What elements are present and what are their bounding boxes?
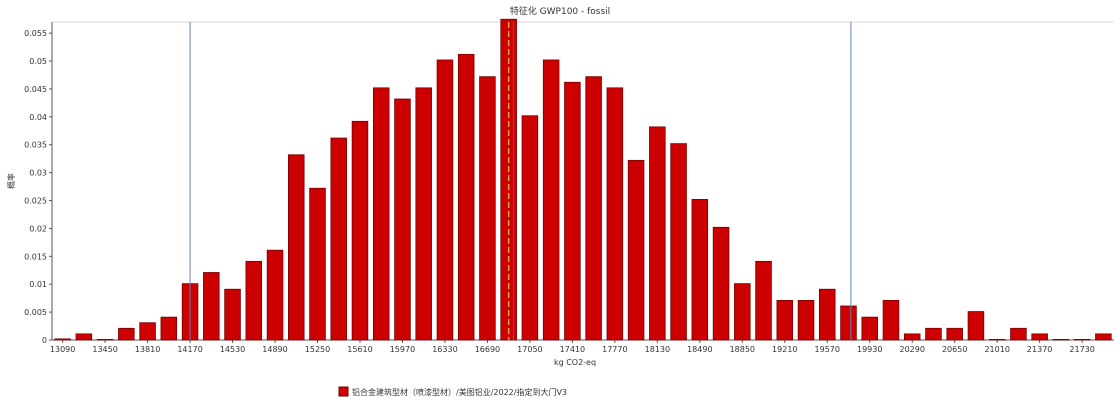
bar [755, 260, 772, 341]
x-tick-label: 17770 [602, 345, 627, 354]
x-tick-label: 15250 [305, 345, 330, 354]
x-tick-label: 21010 [984, 345, 1009, 354]
bar [394, 98, 411, 341]
bar [224, 288, 241, 341]
bar [946, 327, 963, 341]
bar [649, 126, 666, 341]
bar [54, 338, 71, 341]
bar [245, 260, 263, 341]
y-tick-label: 0.015 [24, 252, 47, 261]
y-tick-label: 0.01 [29, 280, 47, 289]
bar [840, 305, 857, 341]
bar [734, 283, 751, 341]
bar [1010, 327, 1027, 341]
bar [797, 299, 815, 341]
x-tick-label: 20290 [899, 345, 924, 354]
x-tick-label: 19570 [815, 345, 840, 354]
bar [882, 299, 900, 341]
bar [203, 272, 220, 341]
y-tick-label: 0.045 [24, 85, 47, 94]
bar [96, 338, 114, 341]
bar [819, 288, 836, 341]
bar [266, 249, 284, 341]
x-tick-label: 17410 [560, 345, 585, 354]
bar [903, 333, 921, 341]
y-tick-label: 0.03 [29, 169, 47, 178]
bar [372, 87, 390, 341]
y-tick-label: 0 [42, 336, 47, 345]
x-tick-label: 21730 [1069, 345, 1094, 354]
x-tick-label: 19210 [772, 345, 797, 354]
y-tick-label: 0.025 [24, 197, 47, 206]
y-axis-label: 概率 [6, 173, 16, 189]
bar [925, 327, 942, 341]
bar [330, 137, 347, 341]
bar [712, 226, 730, 341]
y-tick-label: 0.055 [24, 29, 47, 38]
y-tick-label: 0.05 [29, 57, 47, 66]
bar [1052, 338, 1070, 341]
x-axis-label: kg CO2-eq [554, 358, 596, 367]
bar [288, 154, 305, 341]
legend-entry: 铝合金建筑型材（喷漆型材）/美图铝业/2022/指定到大门V3 [352, 387, 567, 397]
bar [861, 316, 878, 341]
reference-lines [189, 22, 852, 340]
y-tick-label: 0.005 [24, 308, 47, 317]
x-tick-label: 21370 [1027, 345, 1052, 354]
y-tick-label: 0.02 [29, 224, 47, 233]
x-tick-label: 20650 [942, 345, 967, 354]
y-tick-label: 0.04 [29, 113, 47, 122]
bar [585, 76, 602, 341]
bar [415, 87, 432, 341]
bar [1095, 333, 1112, 341]
bar [309, 187, 326, 341]
bar [75, 333, 93, 341]
x-tick-label: 13450 [92, 345, 117, 354]
bar [691, 199, 709, 341]
legend-swatch [338, 386, 349, 397]
bar [988, 338, 1006, 341]
bar [479, 76, 496, 341]
bar [542, 59, 560, 341]
x-tick-label: 14890 [262, 345, 287, 354]
y-tick-label: 0.035 [24, 141, 47, 150]
bar [118, 327, 135, 341]
bar [351, 120, 369, 341]
bar [139, 322, 156, 341]
bar [521, 115, 539, 341]
bar [564, 81, 581, 341]
x-tick-label: 15610 [347, 345, 372, 354]
chart-title: 特征化 GWP100 - fossil [510, 5, 610, 17]
bar [776, 299, 794, 341]
x-tick-label: 19930 [857, 345, 882, 354]
x-tick-label: 18490 [687, 345, 712, 354]
bar [1073, 338, 1091, 341]
x-tick-label: 18850 [730, 345, 755, 354]
bar [606, 87, 624, 341]
bar [967, 311, 985, 341]
bars-group [54, 18, 1112, 341]
bar [627, 159, 645, 341]
x-tick-label: 17050 [517, 345, 542, 354]
legend: 铝合金建筑型材（喷漆型材）/美图铝业/2022/指定到大门V3 [338, 386, 567, 397]
bar [160, 316, 178, 341]
bar [457, 53, 475, 341]
x-tick-label: 15970 [390, 345, 415, 354]
bar [1031, 333, 1048, 341]
x-tick-label: 16330 [432, 345, 457, 354]
x-tick-label: 14530 [220, 345, 245, 354]
bar [670, 143, 687, 341]
x-tick-label: 16690 [475, 345, 500, 354]
x-tick-label: 18130 [645, 345, 670, 354]
y-axis: 0 0.005 0.01 0.015 0.02 0.025 0.03 0.035 0.04 0.0… [24, 22, 53, 345]
x-tick-label: 14170 [177, 345, 202, 354]
x-tick-label: 13090 [50, 345, 75, 354]
x-tick-label: 13810 [135, 345, 160, 354]
bar [436, 59, 454, 341]
